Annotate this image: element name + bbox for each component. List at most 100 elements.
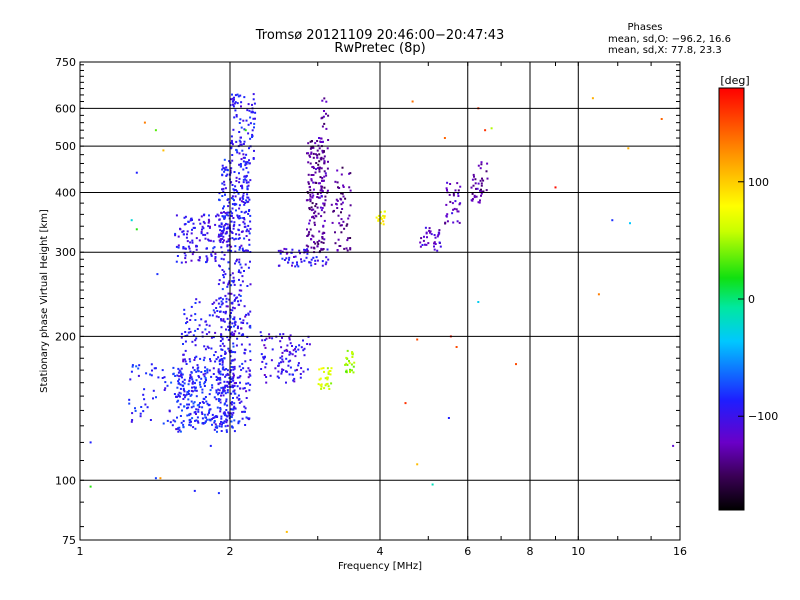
data-point: [235, 344, 238, 347]
data-point: [238, 215, 241, 218]
data-point: [321, 237, 324, 240]
data-point: [232, 334, 235, 337]
grid-lines: [80, 62, 680, 540]
data-point: [149, 373, 152, 376]
data-point: [213, 246, 216, 249]
data-point: [203, 422, 206, 424]
data-point: [249, 310, 252, 313]
data-point: [223, 211, 225, 214]
data-point: [222, 281, 225, 284]
data-point: [225, 213, 228, 216]
data-point: [189, 412, 192, 415]
data-point: [233, 405, 236, 408]
data-point: [473, 194, 476, 197]
data-point: [180, 332, 183, 335]
data-point: [289, 352, 292, 355]
data-point: [231, 143, 234, 146]
data-point: [318, 137, 320, 139]
data-point: [240, 321, 243, 324]
data-point: [211, 413, 214, 416]
data-point: [629, 222, 631, 225]
data-point: [184, 261, 187, 264]
data-point: [421, 244, 424, 246]
data-point: [236, 93, 239, 96]
data-point: [218, 297, 221, 300]
data-point: [216, 310, 219, 312]
data-point: [246, 228, 249, 231]
data-point: [195, 395, 198, 398]
data-point: [419, 245, 422, 248]
data-point: [245, 249, 248, 252]
data-point: [233, 223, 236, 226]
data-point: [184, 349, 187, 352]
data-point: [345, 356, 348, 359]
data-point: [223, 253, 226, 256]
data-point: [313, 212, 316, 215]
data-point: [178, 429, 181, 432]
data-point: [177, 246, 180, 249]
data-point: [197, 408, 200, 411]
data-point: [151, 369, 153, 372]
data-point: [195, 244, 198, 247]
data-point: [243, 225, 246, 228]
data-point: [203, 222, 206, 225]
data-point: [204, 381, 207, 383]
data-point: [323, 97, 326, 100]
data-point: [352, 371, 355, 374]
data-point: [232, 372, 235, 375]
data-point: [130, 370, 133, 373]
data-point: [207, 225, 210, 228]
data-point: [249, 179, 252, 182]
x-tick-label: 16: [673, 545, 687, 558]
data-point: [204, 372, 207, 375]
data-point: [230, 369, 233, 372]
data-point: [221, 358, 224, 361]
data-point: [180, 375, 182, 378]
data-point: [192, 405, 195, 408]
data-point: [226, 317, 229, 320]
data-point: [349, 204, 352, 207]
data-point: [434, 243, 437, 245]
data-point: [288, 338, 291, 341]
data-point: [248, 147, 250, 150]
data-point: [486, 177, 489, 180]
data-point: [343, 247, 346, 250]
data-point: [222, 386, 225, 389]
data-point: [233, 238, 236, 241]
data-point: [305, 256, 308, 259]
data-point: [221, 342, 224, 345]
data-point: [226, 244, 229, 247]
data-point: [323, 122, 326, 125]
data-point: [220, 319, 223, 322]
data-point: [185, 322, 187, 325]
data-point: [231, 413, 234, 416]
data-point: [220, 232, 223, 235]
data-point: [308, 208, 311, 211]
data-point: [194, 339, 197, 342]
data-point: [248, 389, 251, 392]
data-point: [180, 261, 183, 264]
data-point: [314, 242, 317, 245]
data-point: [174, 234, 177, 237]
data-point: [420, 237, 423, 240]
data-point: [194, 344, 197, 347]
data-point: [315, 215, 318, 218]
data-point: [192, 402, 195, 405]
data-point: [317, 182, 320, 185]
data-point: [220, 430, 223, 432]
data-point: [323, 175, 326, 178]
data-point: [335, 198, 338, 201]
data-point: [201, 417, 204, 420]
data-point: [310, 206, 313, 209]
data-point: [214, 223, 217, 226]
data-point: [235, 203, 238, 206]
data-point: [230, 167, 233, 170]
data-point: [191, 219, 193, 221]
data-point: [204, 366, 207, 369]
data-point: [318, 368, 321, 371]
data-point: [230, 214, 233, 217]
data-point: [351, 369, 353, 372]
data-point: [323, 155, 326, 158]
data-point: [202, 359, 205, 362]
data-point: [225, 232, 228, 235]
